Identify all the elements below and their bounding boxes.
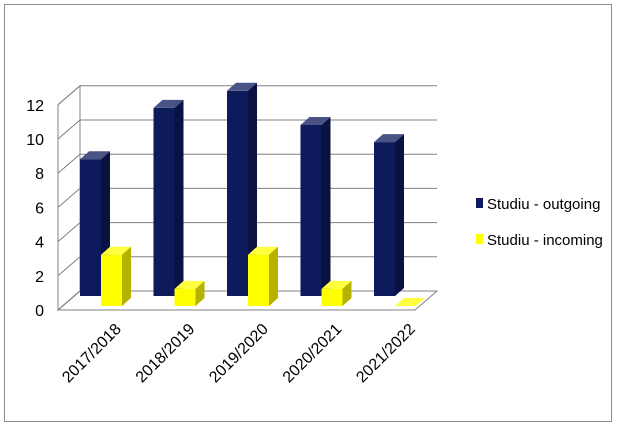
bar-side — [342, 280, 352, 306]
bar-front — [374, 142, 395, 296]
bar-incoming-2019-2020 — [248, 246, 278, 306]
x-tick-label: 2020/2021 — [280, 321, 346, 387]
bar-front — [227, 90, 248, 296]
bar-top — [300, 117, 331, 125]
y-tick-label: 0 — [35, 303, 44, 320]
bar-side — [122, 246, 131, 306]
bar-front — [80, 159, 101, 296]
gridline-side — [57, 188, 81, 208]
bar-top — [80, 151, 110, 160]
x-axis-labels: 2017/2018 2018/2019 2019/2020 2020/2021 2021… — [59, 321, 419, 387]
bar-top — [153, 99, 184, 108]
bar-outgoing-2019-2020 — [227, 82, 257, 296]
legend: Studiu - outgoing Studiu - incoming — [476, 196, 603, 249]
bar-side — [321, 117, 331, 296]
gridline-side — [57, 290, 81, 311]
bar-outgoing-2021-2022 — [374, 134, 404, 296]
bar-top — [395, 298, 425, 306]
bar-top — [374, 134, 404, 143]
bar-top — [321, 280, 352, 289]
bar-incoming-2021-2022 — [395, 298, 425, 306]
y-tick-label: 10 — [26, 132, 44, 149]
x-tick-label: 2018/2019 — [133, 321, 199, 387]
y-tick-label: 2 — [35, 269, 44, 286]
bar-incoming-2017-2018 — [101, 246, 131, 306]
bar-outgoing-2018-2019 — [153, 99, 184, 297]
x-tick-label: 2021/2022 — [353, 321, 419, 387]
bar-side — [269, 246, 278, 306]
x-tick-label: 2017/2018 — [59, 321, 125, 387]
bar-front — [101, 254, 122, 306]
bar-top — [227, 82, 257, 91]
gridline-side — [57, 85, 81, 106]
bar-front — [321, 288, 343, 306]
bar-incoming-2018-2019 — [174, 280, 205, 306]
legend-swatch-incoming — [476, 234, 483, 244]
legend-label-outgoing: Studiu - outgoing — [487, 196, 600, 213]
bar-incoming-2020-2021 — [321, 280, 352, 306]
bar-side — [395, 134, 404, 296]
gridline-side — [57, 153, 81, 174]
legend-label-incoming: Studiu - incoming — [487, 232, 603, 249]
y-axis-labels: 0 2 4 6 8 10 12 — [26, 98, 44, 320]
gridline-side — [57, 222, 81, 242]
bar-side — [248, 82, 257, 296]
bar-top — [101, 246, 131, 255]
bars — [80, 82, 425, 306]
bar-top — [248, 246, 278, 255]
bar-front — [174, 288, 196, 306]
legend-swatch-outgoing — [476, 198, 483, 208]
bar-side — [195, 280, 205, 306]
bar-top — [174, 280, 205, 289]
bar-front — [300, 125, 322, 296]
gridline-side — [57, 119, 81, 140]
y-tick-label: 4 — [35, 235, 44, 252]
bar-side — [174, 99, 184, 297]
x-tick-label: 2019/2020 — [206, 321, 272, 387]
bar-front — [248, 254, 269, 306]
y-tick-label: 6 — [35, 200, 44, 217]
y-tick-label: 8 — [35, 166, 44, 183]
y-tick-label: 12 — [26, 98, 44, 115]
bar-outgoing-2020-2021 — [300, 117, 331, 296]
bar-front — [153, 107, 175, 297]
gridline-side — [57, 256, 81, 277]
